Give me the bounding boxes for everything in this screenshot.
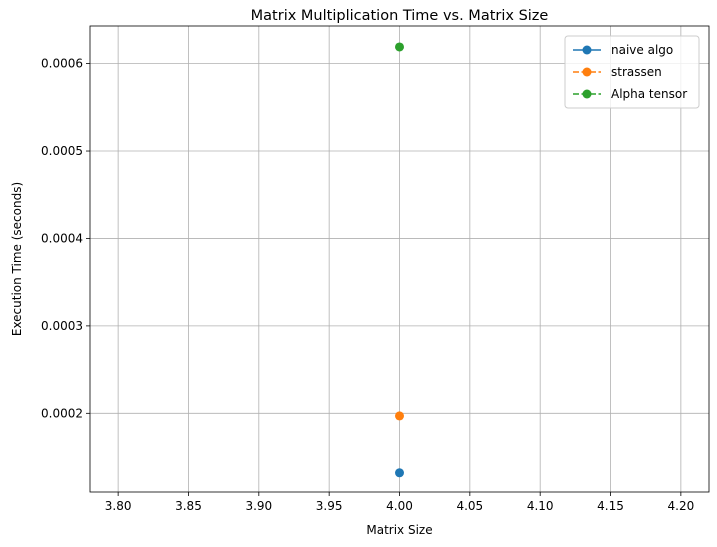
legend-label-alpha-tensor: Alpha tensor xyxy=(611,87,687,101)
y-axis-label: Execution Time (seconds) xyxy=(10,182,24,336)
x-tick-label: 4.00 xyxy=(386,499,413,513)
legend-marker-alpha-tensor xyxy=(582,89,592,99)
x-axis: 3.80 3.85 3.90 3.95 4.00 4.05 4.10 4.15 4.20 xyxy=(105,492,694,513)
legend-box xyxy=(564,35,700,109)
data-point-alpha-tensor xyxy=(395,42,404,52)
y-tick-label: 0.0006 xyxy=(41,57,83,71)
legend-marker-naive-algo xyxy=(582,45,592,55)
x-tick-label: 3.95 xyxy=(316,499,343,513)
x-tick-label: 4.15 xyxy=(597,499,624,513)
x-axis-label: Matrix Size xyxy=(366,523,432,537)
legend-label-strassen: strassen xyxy=(611,65,662,79)
legend-marker-strassen xyxy=(582,67,592,77)
plot-marks xyxy=(395,42,404,478)
y-tick-label: 0.0003 xyxy=(41,319,83,333)
legend-label-naive-algo: naive algo xyxy=(611,43,673,57)
legend: naive algo strassen Alpha tensor xyxy=(564,35,700,109)
y-tick-label: 0.0002 xyxy=(41,406,83,420)
x-tick-label: 3.90 xyxy=(245,499,272,513)
y-axis: 0.0002 0.0003 0.0004 0.0005 0.0006 xyxy=(41,57,90,420)
x-tick-label: 4.05 xyxy=(456,499,483,513)
x-tick-label: 3.85 xyxy=(175,499,202,513)
data-point-naive-algo xyxy=(395,468,404,478)
data-point-strassen xyxy=(395,411,404,421)
y-tick-label: 0.0005 xyxy=(41,144,83,158)
x-tick-label: 4.20 xyxy=(668,499,695,513)
x-tick-label: 3.80 xyxy=(105,499,132,513)
x-tick-label: 4.10 xyxy=(527,499,554,513)
chart-title: Matrix Multiplication Time vs. Matrix Si… xyxy=(251,8,549,24)
y-tick-label: 0.0004 xyxy=(41,231,83,245)
